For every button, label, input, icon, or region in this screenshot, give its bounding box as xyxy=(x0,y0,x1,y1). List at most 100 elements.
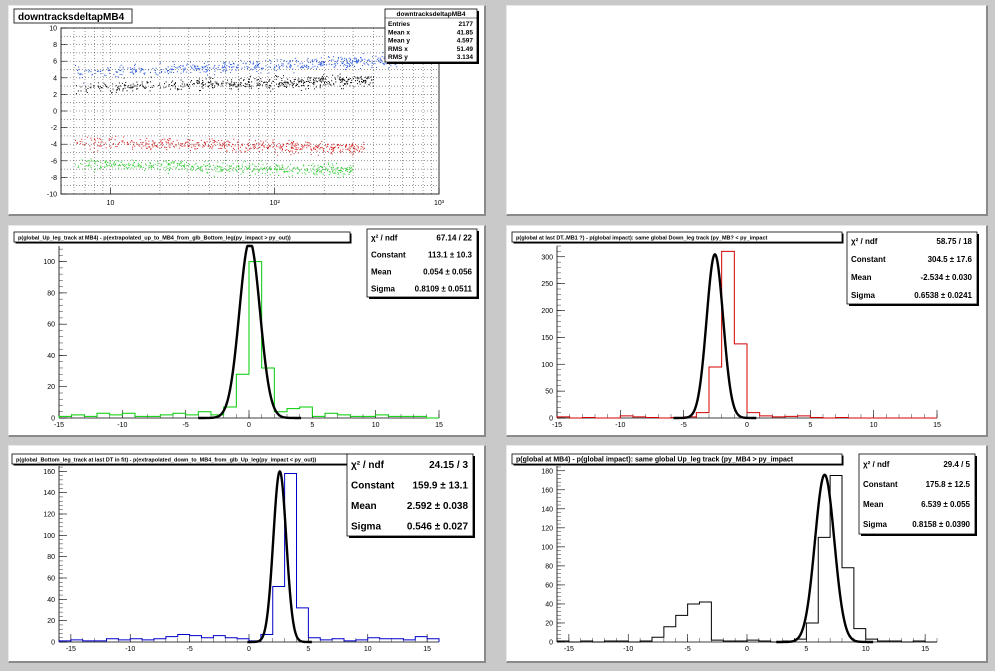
scatter-point xyxy=(136,88,138,90)
scatter-point xyxy=(276,165,278,167)
scatter-point xyxy=(243,79,245,81)
scatter-point xyxy=(132,163,134,165)
scatter-point xyxy=(181,145,183,147)
y-tick-label: 180 xyxy=(541,468,553,475)
scatter-point xyxy=(110,146,112,148)
scatter-point xyxy=(320,65,322,67)
scatter-point xyxy=(339,64,341,66)
scatter-point xyxy=(227,140,229,142)
scatter-point xyxy=(140,165,142,167)
scatter-point xyxy=(98,70,100,72)
scatter-point xyxy=(90,167,92,169)
scatter-point xyxy=(214,141,216,143)
scatter-point xyxy=(283,170,285,172)
scatter-point xyxy=(119,73,121,75)
scatter-point xyxy=(322,79,324,81)
scatter-point xyxy=(376,58,378,60)
scatter-point xyxy=(341,151,343,153)
scatter-point xyxy=(104,85,106,87)
scatter-point xyxy=(334,146,336,148)
pad-hist-down-leg-mb1: 0 50 100 150 200 250 300 -15 -10 -5 0 5 10 15 p(global… xyxy=(506,225,988,437)
scatter-point xyxy=(262,82,264,84)
scatter-point xyxy=(186,63,188,65)
scatter-point xyxy=(273,143,275,145)
scatter-point xyxy=(396,66,398,68)
scatter-point xyxy=(247,66,249,68)
scatter-point xyxy=(342,61,344,63)
scatter-point xyxy=(198,142,200,144)
scatter-point xyxy=(237,144,239,146)
scatter-point xyxy=(221,168,223,170)
scatter-point xyxy=(341,79,343,81)
scatter-point xyxy=(340,166,342,168)
scatter-point xyxy=(118,164,120,166)
scatter-point xyxy=(341,77,343,79)
scatter-point xyxy=(185,168,187,170)
scatter-point xyxy=(189,164,191,166)
scatter-point xyxy=(190,72,192,74)
scatter-point xyxy=(205,65,207,67)
scatter-point xyxy=(89,148,91,150)
scatter-point xyxy=(305,88,307,90)
scatter-point xyxy=(375,67,377,69)
scatter-point xyxy=(134,63,136,65)
scatter-point xyxy=(360,57,362,59)
scatter-point xyxy=(337,144,339,146)
scatter-point xyxy=(139,138,141,140)
y-tick-label: 140 xyxy=(43,490,55,497)
scatter-point xyxy=(277,75,279,77)
scatter-point xyxy=(107,67,109,69)
scatter-point xyxy=(240,151,242,153)
scatter-point xyxy=(149,162,151,164)
scatter-point xyxy=(86,69,88,71)
scatter-point xyxy=(209,67,211,69)
scatter-point xyxy=(121,74,123,76)
scatter-point xyxy=(117,165,119,167)
scatter-point xyxy=(108,139,110,141)
scatter-point xyxy=(362,53,364,55)
scatter-point xyxy=(192,167,194,169)
scatter-point xyxy=(345,83,347,85)
scatter-point xyxy=(340,78,342,80)
scatter-point xyxy=(292,170,294,172)
stats-row-label: Sigma xyxy=(863,520,888,529)
scatter-point xyxy=(79,77,81,79)
scatter-point xyxy=(337,173,339,175)
scatter-point xyxy=(180,67,182,69)
scatter-point xyxy=(146,147,148,149)
scatter-point xyxy=(133,142,135,144)
scatter-point xyxy=(265,65,267,67)
scatter-point xyxy=(358,81,360,83)
scatter-point xyxy=(314,169,316,171)
scatter-point xyxy=(275,83,277,85)
stats-row-label: Entries xyxy=(388,21,410,28)
scatter-point xyxy=(142,142,144,144)
scatter-point xyxy=(295,85,297,87)
scatter-point xyxy=(338,144,340,146)
scatter-point xyxy=(345,168,347,170)
scatter-point xyxy=(349,60,351,62)
scatter-point xyxy=(229,142,231,144)
scatter-point xyxy=(212,145,214,147)
scatter-point xyxy=(325,64,327,66)
scatter-point xyxy=(283,82,285,84)
scatter-point xyxy=(379,59,381,61)
scatter-point xyxy=(218,139,220,141)
scatter-point xyxy=(146,81,148,83)
scatter-point xyxy=(208,64,210,66)
scatter-point xyxy=(152,85,154,87)
scatter-point xyxy=(305,66,307,68)
scatter-point xyxy=(205,83,207,85)
scatter-point xyxy=(137,143,139,145)
scatter-point xyxy=(343,83,345,85)
scatter-point xyxy=(295,148,297,150)
scatter-point xyxy=(115,71,117,73)
scatter-point xyxy=(250,147,252,149)
stats-row-value: 41.85 xyxy=(457,29,474,36)
scatter-point xyxy=(382,63,384,65)
scatter-point xyxy=(282,75,284,77)
scatter-point xyxy=(263,146,265,148)
scatter-point xyxy=(134,145,136,147)
scatter-point xyxy=(307,67,309,69)
